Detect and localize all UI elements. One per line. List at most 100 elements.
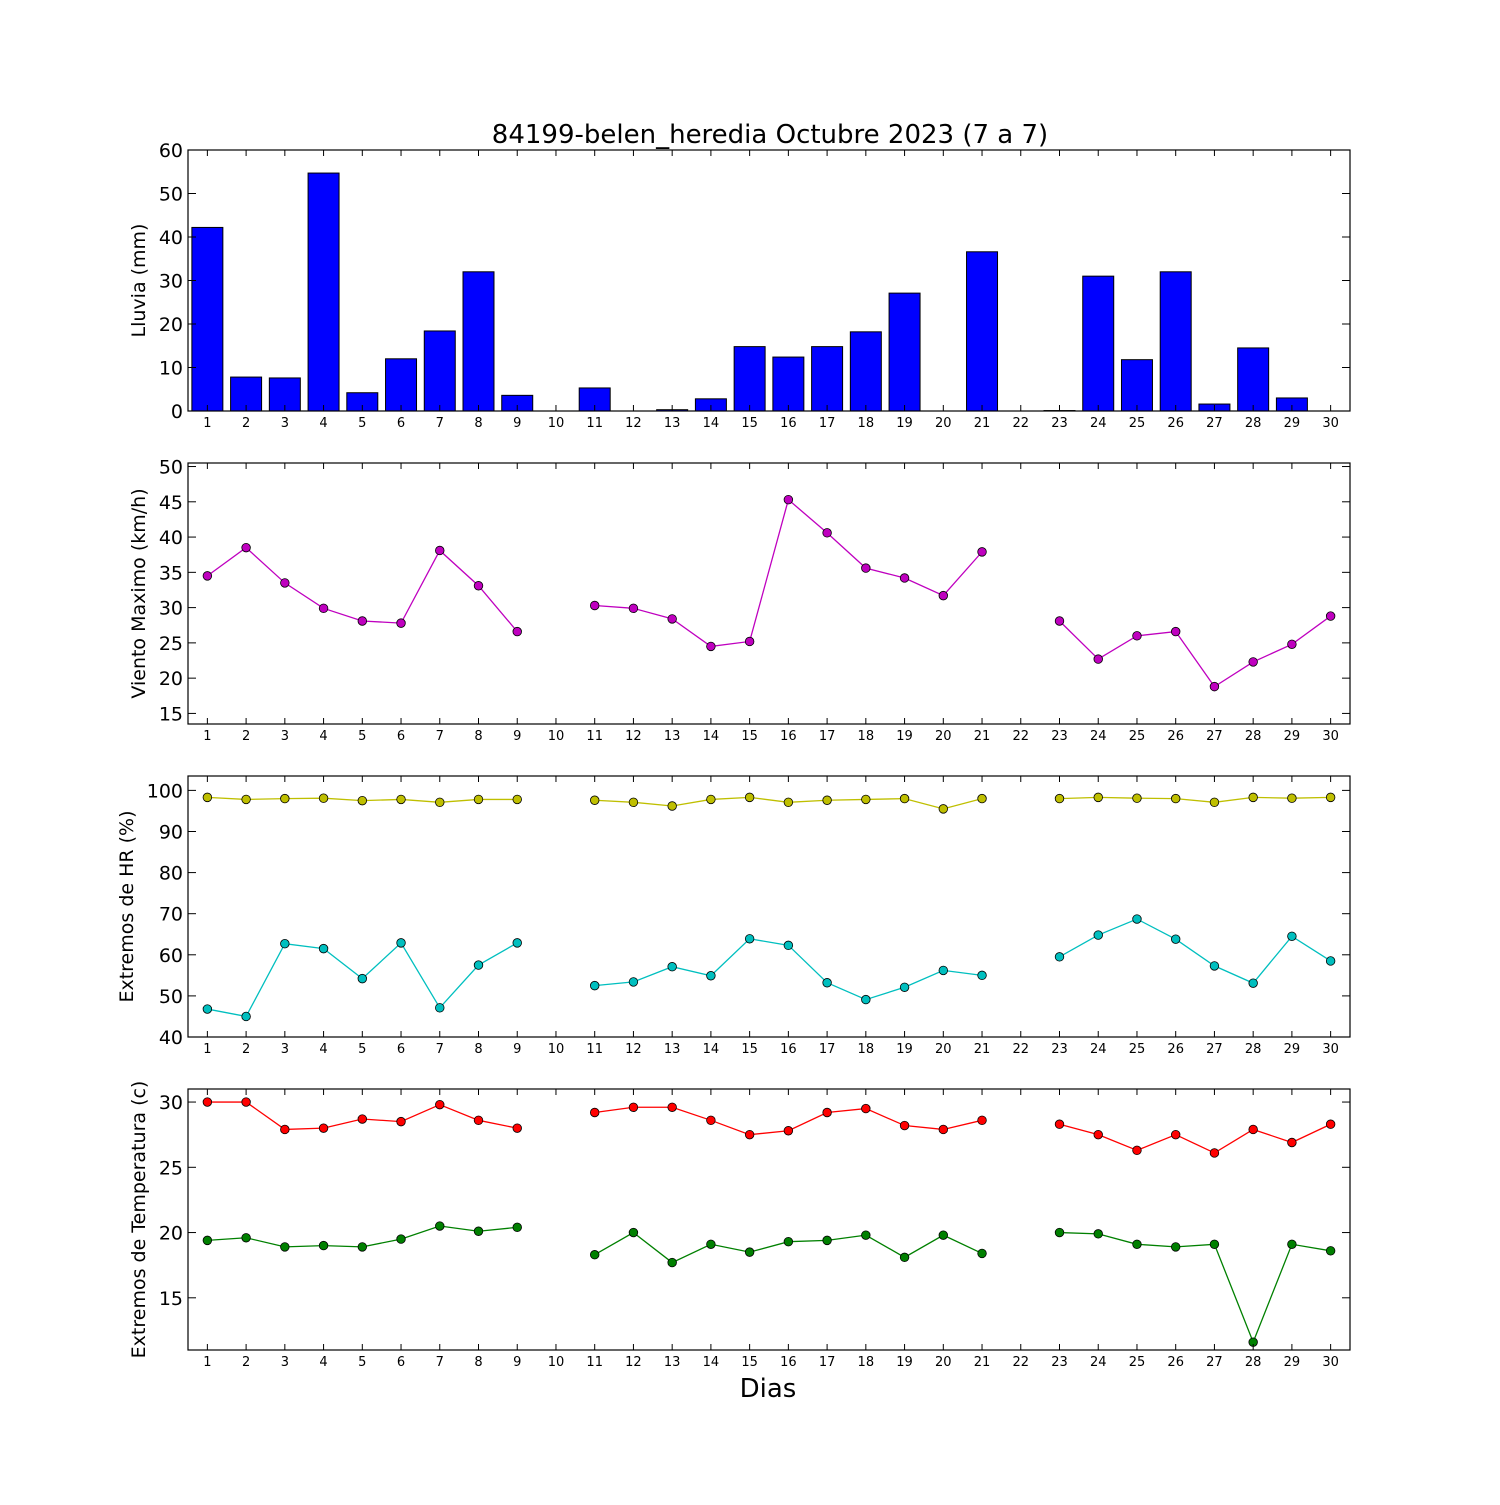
x-tick-label-30: 30 <box>1322 416 1339 431</box>
y-tick-label-0: 0 <box>171 401 183 423</box>
series-1-point-7 <box>435 1004 444 1013</box>
series-0-point-3 <box>281 794 290 803</box>
series-1-point-20 <box>939 966 948 975</box>
x-tick-label-1: 1 <box>203 416 211 431</box>
series-0-point-23 <box>1055 617 1064 626</box>
series-0-point-19 <box>900 1121 909 1130</box>
y-tick-label-30: 30 <box>159 598 183 620</box>
y-tick-label-20: 20 <box>159 668 183 690</box>
series-1-point-8 <box>474 1227 483 1236</box>
series-1-point-2 <box>242 1233 251 1242</box>
series-1-point-27 <box>1210 962 1219 971</box>
x-tick-label-3: 3 <box>281 1042 289 1057</box>
series-1-point-11 <box>590 1250 599 1259</box>
x-tick-label-9: 9 <box>513 416 521 431</box>
series-0-point-1 <box>203 1098 212 1107</box>
x-tick-label-30: 30 <box>1322 1042 1339 1057</box>
series-0-point-25 <box>1133 1146 1142 1155</box>
y-tick-label-50: 50 <box>159 184 183 206</box>
series-0-point-25 <box>1133 794 1142 803</box>
series-1-point-24 <box>1094 931 1103 940</box>
bar-4 <box>308 173 339 411</box>
y-tick-label-30: 30 <box>159 271 183 293</box>
series-0-point-27 <box>1210 1149 1219 1158</box>
series-0-point-21 <box>978 548 987 557</box>
series-0-point-4 <box>319 604 328 613</box>
series-1-point-20 <box>939 1231 948 1240</box>
x-tick-label-20: 20 <box>935 729 952 744</box>
series-0-point-29 <box>1288 1138 1297 1147</box>
x-tick-label-27: 27 <box>1206 729 1223 744</box>
bar-21 <box>967 252 998 411</box>
x-tick-label-25: 25 <box>1129 729 1146 744</box>
x-tick-label-6: 6 <box>397 416 405 431</box>
x-tick-label-21: 21 <box>974 729 991 744</box>
x-tick-label-6: 6 <box>397 729 405 744</box>
y-tick-label-50: 50 <box>159 986 183 1008</box>
x-tick-label-17: 17 <box>819 1355 836 1370</box>
series-1-point-26 <box>1171 1243 1180 1252</box>
series-0-point-5 <box>358 1115 367 1124</box>
x-tick-label-15: 15 <box>741 729 758 744</box>
series-0-point-29 <box>1288 640 1297 649</box>
x-tick-label-27: 27 <box>1206 1042 1223 1057</box>
x-tick-label-29: 29 <box>1284 1042 1301 1057</box>
series-1-point-28 <box>1249 979 1258 988</box>
series-1-point-6 <box>397 939 406 948</box>
x-tick-label-2: 2 <box>242 1355 250 1370</box>
series-0-point-8 <box>474 581 483 590</box>
series-0-point-6 <box>397 619 406 628</box>
x-tick-label-9: 9 <box>513 1042 521 1057</box>
x-tick-label-29: 29 <box>1284 729 1301 744</box>
series-0-point-17 <box>823 1108 832 1117</box>
series-0-point-9 <box>513 627 522 636</box>
x-tick-label-8: 8 <box>474 729 482 744</box>
series-0-point-18 <box>862 1104 871 1113</box>
x-tick-label-24: 24 <box>1090 1042 1107 1057</box>
series-0-point-2 <box>242 795 251 804</box>
series-0-point-14 <box>707 642 716 651</box>
series-1-point-1 <box>203 1005 212 1014</box>
series-0-point-20 <box>939 591 948 600</box>
x-tick-label-9: 9 <box>513 1355 521 1370</box>
x-tick-label-23: 23 <box>1051 729 1068 744</box>
series-0-point-24 <box>1094 655 1103 664</box>
series-0-point-2 <box>242 543 251 552</box>
x-tick-label-12: 12 <box>625 416 642 431</box>
x-tick-label-27: 27 <box>1206 416 1223 431</box>
x-tick-label-20: 20 <box>935 1042 952 1057</box>
x-tick-label-17: 17 <box>819 729 836 744</box>
series-1-point-4 <box>319 1241 328 1250</box>
x-tick-label-3: 3 <box>281 1355 289 1370</box>
series-0-point-1 <box>203 793 212 802</box>
series-0-point-12 <box>629 1103 638 1112</box>
series-1-point-9 <box>513 939 522 948</box>
x-tick-label-14: 14 <box>703 416 720 431</box>
y-tick-label-90: 90 <box>159 821 183 843</box>
series-0-point-20 <box>939 1125 948 1134</box>
x-tick-label-14: 14 <box>703 1042 720 1057</box>
x-tick-label-23: 23 <box>1051 1042 1068 1057</box>
series-1-point-18 <box>862 995 871 1004</box>
series-0-point-26 <box>1171 1130 1180 1139</box>
series-0-point-13 <box>668 615 677 624</box>
x-tick-label-19: 19 <box>896 1355 913 1370</box>
x-tick-label-27: 27 <box>1206 1355 1223 1370</box>
bar-17 <box>812 347 843 411</box>
series-0-point-12 <box>629 798 638 807</box>
x-tick-label-28: 28 <box>1245 1355 1262 1370</box>
series-1-point-19 <box>900 1253 909 1262</box>
x-tick-label-1: 1 <box>203 1355 211 1370</box>
series-0-point-30 <box>1326 612 1335 621</box>
series-1-point-15 <box>745 934 754 943</box>
series-1-point-12 <box>629 1228 638 1237</box>
series-1-point-21 <box>978 1249 987 1258</box>
series-0-point-9 <box>513 795 522 804</box>
x-tick-label-6: 6 <box>397 1355 405 1370</box>
x-tick-label-11: 11 <box>586 1042 603 1057</box>
x-tick-label-8: 8 <box>474 1355 482 1370</box>
series-1-point-29 <box>1288 932 1297 941</box>
series-1-line-segment-2 <box>1060 1233 1331 1343</box>
x-tick-label-18: 18 <box>858 416 875 431</box>
